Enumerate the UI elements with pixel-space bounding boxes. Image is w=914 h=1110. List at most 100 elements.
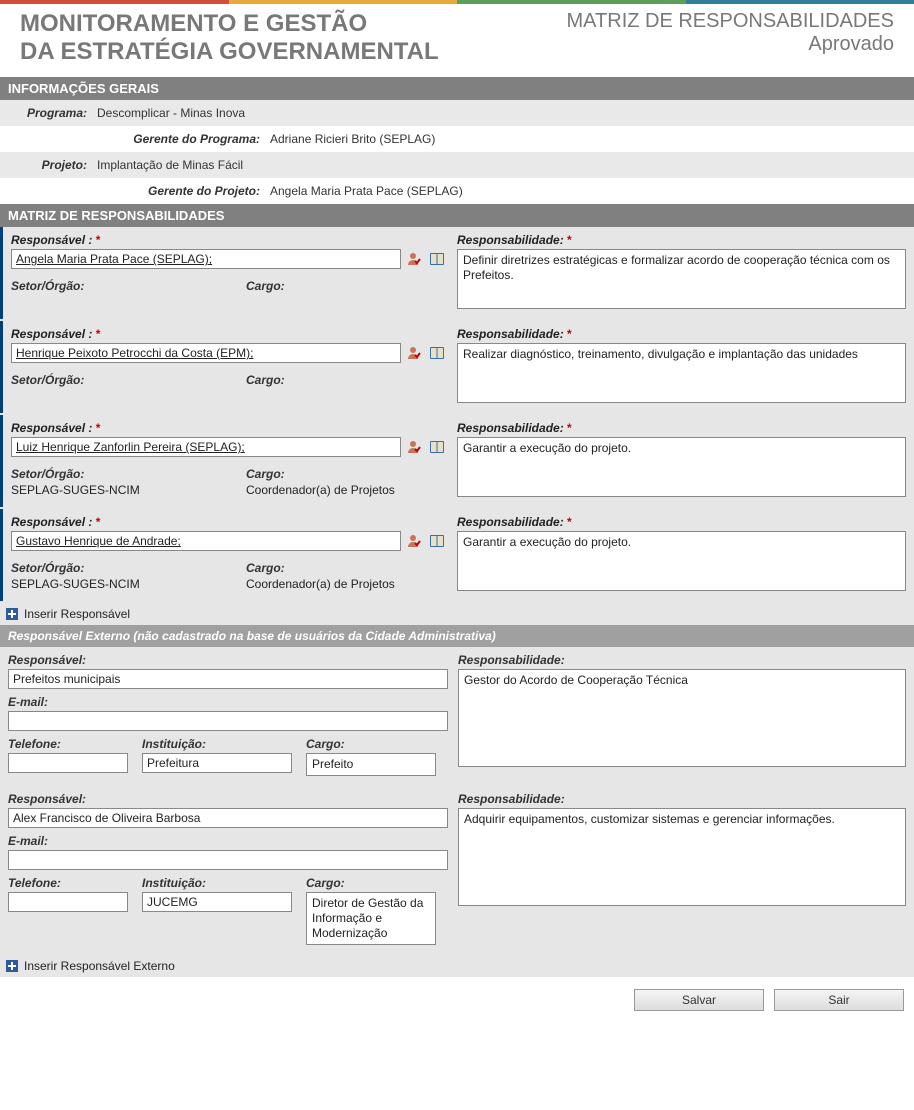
ext-email-label: E-mail: bbox=[8, 834, 448, 848]
insert-responsavel-ext-row[interactable]: Inserir Responsável Externo bbox=[0, 955, 914, 977]
ext-responsavel-input[interactable] bbox=[8, 669, 448, 689]
info-gerente-programa-value: Adriane Ricieri Brito (SEPLAG) bbox=[270, 132, 912, 146]
book-icon[interactable] bbox=[429, 345, 445, 361]
cargo-label: Cargo: bbox=[246, 279, 451, 293]
info-programa-label: Programa: bbox=[2, 106, 97, 120]
responsabilidade-label: Responsabilidade: bbox=[457, 421, 564, 435]
cargo-value: Coordenador(a) de Projetos bbox=[246, 483, 451, 497]
responsabilidade-textarea[interactable]: Garantir a execução do projeto. bbox=[457, 531, 906, 591]
cargo-value: Coordenador(a) de Projetos bbox=[246, 577, 451, 591]
responsabilidade-label: Responsabilidade: bbox=[457, 233, 564, 247]
responsavel-block: Responsável : * Angela Maria Prata Pace (… bbox=[0, 227, 914, 319]
setor-label: Setor/Órgão: bbox=[11, 467, 216, 481]
responsabilidade-textarea[interactable]: Realizar diagnóstico, treinamento, divul… bbox=[457, 343, 906, 403]
required-mark: * bbox=[96, 421, 101, 435]
section-info-bar: INFORMAÇÕES GERAIS bbox=[0, 77, 914, 100]
responsavel-label: Responsável : bbox=[11, 327, 92, 341]
accent-2 bbox=[229, 0, 458, 4]
insert-responsavel-ext-label: Inserir Responsável Externo bbox=[24, 959, 175, 973]
person-check-icon[interactable] bbox=[407, 251, 423, 267]
page-status: Aprovado bbox=[567, 33, 894, 56]
responsabilidade-textarea[interactable]: Definir diretrizes estratégicas e formal… bbox=[457, 249, 906, 309]
accent-3 bbox=[457, 0, 686, 4]
insert-responsavel-label: Inserir Responsável bbox=[24, 607, 130, 621]
required-mark: * bbox=[96, 233, 101, 247]
title-line-1: MONITORAMENTO E GESTÃO bbox=[20, 10, 439, 38]
person-check-icon[interactable] bbox=[407, 439, 423, 455]
responsavel-name-input[interactable]: Luiz Henrique Zanforlin Pereira (SEPLAG)… bbox=[11, 437, 401, 457]
info-projeto-label: Projeto: bbox=[2, 158, 97, 172]
info-gerente-programa-label: Gerente do Programa: bbox=[2, 132, 270, 146]
ext-responsabilidade-textarea[interactable]: Gestor do Acordo de Cooperação Técnica bbox=[458, 669, 906, 767]
ext-telefone-label: Telefone: bbox=[8, 876, 128, 890]
page-title: MONITORAMENTO E GESTÃO DA ESTRATÉGIA GOV… bbox=[20, 10, 439, 65]
page-subtitle-block: MATRIZ DE RESPONSABILIDADES Aprovado bbox=[567, 10, 894, 65]
responsavel-block: Responsável : * Luiz Henrique Zanforlin P… bbox=[0, 415, 914, 507]
required-mark: * bbox=[567, 233, 572, 247]
ext-email-input[interactable] bbox=[8, 850, 448, 870]
info-gerente-projeto-row: Gerente do Projeto: Angela Maria Prata P… bbox=[0, 178, 914, 204]
ext-instituicao-label: Instituição: bbox=[142, 737, 292, 751]
info-projeto-row: Projeto: Implantação de Minas Fácil bbox=[0, 152, 914, 178]
insert-responsavel-row[interactable]: Inserir Responsável bbox=[0, 603, 914, 625]
ext-cargo-label: Cargo: bbox=[306, 737, 448, 751]
responsavel-label: Responsável : bbox=[11, 233, 92, 247]
ext-responsabilidade-label: Responsabilidade: bbox=[458, 653, 906, 667]
book-icon[interactable] bbox=[429, 439, 445, 455]
ext-responsabilidade-textarea[interactable]: Adquirir equipamentos, customizar sistem… bbox=[458, 808, 906, 906]
setor-value: SEPLAG-SUGES-NCIM bbox=[11, 577, 216, 591]
person-check-icon[interactable] bbox=[407, 533, 423, 549]
ext-email-label: E-mail: bbox=[8, 695, 448, 709]
section-matrix-bar: MATRIZ DE RESPONSABILIDADES bbox=[0, 204, 914, 227]
person-check-icon[interactable] bbox=[407, 345, 423, 361]
setor-label: Setor/Órgão: bbox=[11, 561, 216, 575]
page-subtitle: MATRIZ DE RESPONSABILIDADES bbox=[567, 10, 894, 33]
info-gerente-projeto-value: Angela Maria Prata Pace (SEPLAG) bbox=[270, 184, 912, 198]
setor-label: Setor/Órgão: bbox=[11, 279, 216, 293]
ext-cargo-input[interactable]: Diretor de Gestão da Informação e Modern… bbox=[306, 892, 436, 945]
ext-instituicao-label: Instituição: bbox=[142, 876, 292, 890]
info-projeto-value: Implantação de Minas Fácil bbox=[97, 158, 912, 172]
required-mark: * bbox=[567, 515, 572, 529]
responsabilidade-textarea[interactable]: Garantir a execução do projeto. bbox=[457, 437, 906, 497]
book-icon[interactable] bbox=[429, 251, 445, 267]
ext-instituicao-input[interactable] bbox=[142, 892, 292, 912]
plus-icon bbox=[6, 608, 18, 620]
matrix-body: Responsável : * Angela Maria Prata Pace (… bbox=[0, 227, 914, 977]
section-ext-bar: Responsável Externo (não cadastrado na b… bbox=[0, 625, 914, 647]
top-accent-bar bbox=[0, 0, 914, 4]
book-icon[interactable] bbox=[429, 533, 445, 549]
required-mark: * bbox=[96, 327, 101, 341]
info-programa-value: Descomplicar - Minas Inova bbox=[97, 106, 912, 120]
responsavel-name-input[interactable]: Angela Maria Prata Pace (SEPLAG); bbox=[11, 249, 401, 269]
responsavel-externo-block: Responsável:E-mail:Telefone:Instituição:… bbox=[0, 647, 914, 786]
setor-label: Setor/Órgão: bbox=[11, 373, 216, 387]
page-header: MONITORAMENTO E GESTÃO DA ESTRATÉGIA GOV… bbox=[0, 4, 914, 77]
required-mark: * bbox=[567, 327, 572, 341]
info-gerente-projeto-label: Gerente do Projeto: bbox=[2, 184, 270, 198]
cargo-label: Cargo: bbox=[246, 561, 451, 575]
responsavel-name-input[interactable]: Henrique Peixoto Petrocchi da Costa (EPM… bbox=[11, 343, 401, 363]
cargo-label: Cargo: bbox=[246, 373, 451, 387]
save-button[interactable]: Salvar bbox=[634, 989, 764, 1011]
responsavel-name-input[interactable]: Gustavo Henrique de Andrade; bbox=[11, 531, 401, 551]
info-programa-row: Programa: Descomplicar - Minas Inova bbox=[0, 100, 914, 126]
responsavel-block: Responsável : *Gustavo Henrique de Andra… bbox=[0, 509, 914, 601]
responsavel-label: Responsável : bbox=[11, 421, 92, 435]
ext-telefone-input[interactable] bbox=[8, 892, 128, 912]
ext-telefone-input[interactable] bbox=[8, 753, 128, 773]
accent-4 bbox=[686, 0, 914, 4]
ext-responsavel-input[interactable] bbox=[8, 808, 448, 828]
ext-email-input[interactable] bbox=[8, 711, 448, 731]
required-mark: * bbox=[96, 515, 101, 529]
ext-instituicao-input[interactable] bbox=[142, 753, 292, 773]
info-gerente-programa-row: Gerente do Programa: Adriane Ricieri Bri… bbox=[0, 126, 914, 152]
plus-icon bbox=[6, 960, 18, 972]
setor-value: SEPLAG-SUGES-NCIM bbox=[11, 483, 216, 497]
required-mark: * bbox=[567, 421, 572, 435]
ext-responsavel-label: Responsável: bbox=[8, 792, 448, 806]
ext-cargo-input[interactable]: Prefeito bbox=[306, 753, 436, 776]
accent-1 bbox=[0, 0, 229, 4]
responsavel-block: Responsável : * Henrique Peixoto Petrocch… bbox=[0, 321, 914, 413]
exit-button[interactable]: Sair bbox=[774, 989, 904, 1011]
